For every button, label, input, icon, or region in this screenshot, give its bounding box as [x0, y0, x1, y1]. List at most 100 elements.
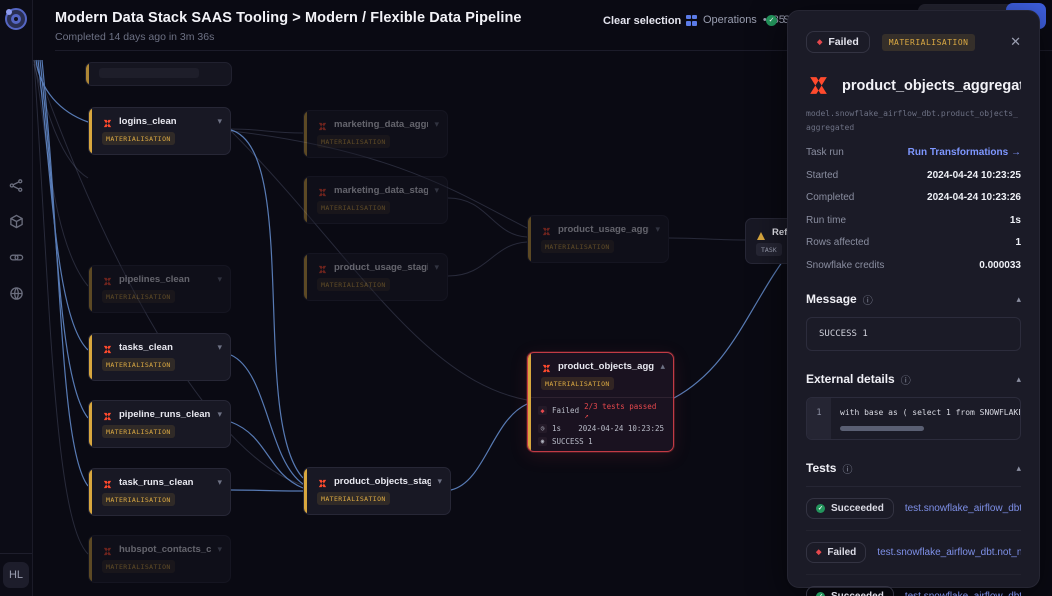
dbt-icon: [102, 116, 113, 128]
dbt-icon: [317, 185, 328, 197]
test-row: ✓ Succeeded test.snowflake_airflow_dbt.u…: [806, 487, 1021, 531]
task-badge: TASK: [756, 243, 782, 256]
dbt-icon: [541, 224, 552, 236]
test-name-link[interactable]: test.snowflake_airflow_dbt.not_null_pr: [905, 591, 1021, 596]
chevron-up-icon[interactable]: ▴: [660, 361, 665, 371]
test-status-pill-succeeded: ✓ Succeeded: [806, 497, 894, 519]
kv-label-task-run: Task run: [806, 147, 844, 159]
node-tasks-clean[interactable]: tasks_clean ▾ MATERIALISATION: [88, 333, 231, 381]
message-content: SUCCESS 1: [806, 316, 1021, 351]
chevron-down-icon[interactable]: ▾: [217, 274, 222, 284]
chevron-down-icon[interactable]: ▾: [217, 409, 222, 419]
info-icon: ⓘ: [862, 295, 873, 307]
node-hubspot-contacts-clean[interactable]: hubspot_contacts_clean ▾ MATERIALISATION: [88, 535, 231, 583]
materialisation-badge: MATERIALISATION: [102, 425, 175, 438]
chevron-down-icon[interactable]: ▾: [217, 477, 222, 487]
page-header: Modern Data Stack SAAS Tooling > Modern …: [33, 0, 1052, 51]
tests-section-title: Tests: [806, 461, 837, 476]
app-logo-icon[interactable]: [5, 8, 27, 30]
node-marketing-data-staging[interactable]: marketing_data_staging ▾ MATERIALISATION: [303, 176, 448, 224]
details-panel: ◆ Failed MATERIALISATION ✕ product_objec…: [787, 10, 1040, 596]
materialisation-badge: MATERIALISATION: [317, 278, 390, 291]
collapse-caret-icon[interactable]: ▴: [1016, 373, 1021, 384]
user-avatar[interactable]: HL: [3, 562, 29, 588]
node-status-text: Failed: [552, 406, 580, 415]
breadcrumb: Modern Data Stack SAAS Tooling > Modern …: [55, 10, 522, 26]
chevron-down-icon[interactable]: ▾: [437, 476, 442, 486]
node-product-usage-aggregated[interactable]: product_usage_aggregated ▾ MATERIALISATI…: [527, 215, 669, 263]
close-icon[interactable]: ✕: [1010, 34, 1021, 49]
chevron-down-icon[interactable]: ▾: [434, 185, 439, 195]
chevron-down-icon[interactable]: ▾: [434, 119, 439, 129]
dbt-icon: [317, 262, 328, 274]
link-icon[interactable]: [9, 250, 24, 265]
collapse-caret-icon[interactable]: ▴: [1016, 293, 1021, 304]
node-product-objects-staging[interactable]: product_objects_staging ▾ MATERIALISATIO…: [303, 467, 451, 515]
code-line-content: with base as ( select 1 from SNOWFLAKE: [840, 407, 1020, 417]
failed-diamond-icon: ◆: [538, 406, 547, 415]
node-pipeline-runs-clean[interactable]: pipeline_runs_clean ▾ MATERIALISATION: [88, 400, 231, 448]
task-run-link[interactable]: Run Transformations →: [907, 147, 1021, 159]
external-details-section-title: External details: [806, 372, 895, 387]
info-icon: ⓘ: [900, 375, 911, 387]
node-runtime: 1s: [552, 423, 562, 433]
dbt-icon: [541, 361, 552, 373]
cube-icon[interactable]: [9, 214, 24, 229]
header-divider: [55, 50, 1052, 51]
message-section-title: Message: [806, 292, 857, 307]
node-divider: [528, 396, 673, 398]
node-task-runs-clean[interactable]: task_runs_clean ▾ MATERIALISATION: [88, 468, 231, 516]
node-label: task_runs_clean: [119, 477, 194, 488]
chevron-down-icon[interactable]: ▾: [434, 262, 439, 272]
node-partial-top[interactable]: [85, 62, 232, 86]
dbt-icon: [102, 544, 113, 556]
horizontal-scrollbar[interactable]: [840, 425, 924, 431]
message-circle-icon: ◉: [538, 436, 547, 446]
test-name-link[interactable]: test.snowflake_airflow_dbt.unique_pro: [904, 502, 1021, 514]
node-product-objects-aggregated-selected[interactable]: product_objects_aggregated ▴ MATERIALISA…: [527, 352, 674, 452]
pipeline-graph-icon[interactable]: [9, 178, 24, 193]
chevron-down-icon[interactable]: ▾: [217, 544, 222, 554]
task-logo-icon: [756, 228, 766, 240]
tests-summary-link[interactable]: 2/3 tests passed ↗: [584, 401, 657, 420]
sidebar: HL: [0, 0, 33, 596]
test-status-label: Succeeded: [831, 502, 884, 514]
kv-label-started: Started: [806, 169, 839, 181]
node-pipelines-clean[interactable]: pipelines_clean ▾ MATERIALISATION: [88, 265, 231, 313]
dbt-icon: [317, 119, 328, 131]
collapse-caret-icon[interactable]: ▴: [1016, 462, 1021, 473]
chevron-down-icon[interactable]: ▾: [655, 224, 660, 234]
panel-title: product_objects_aggregated: [842, 77, 1021, 94]
chevron-down-icon[interactable]: ▾: [217, 342, 222, 352]
model-path: model.snowflake_airflow_dbt.product_obje…: [806, 109, 1018, 133]
failed-diamond-icon: ◆: [816, 549, 822, 557]
node-logins-clean[interactable]: logins_clean ▾ MATERIALISATION: [88, 107, 231, 155]
node-label: pipelines_clean: [119, 274, 190, 285]
success-check-icon: ✓: [766, 14, 777, 26]
chevron-down-icon[interactable]: ▾: [217, 116, 222, 126]
node-label: logins_clean: [119, 116, 177, 127]
kv-value-rows-affected: 1: [1015, 237, 1021, 249]
status-pill-label: Failed: [828, 36, 859, 48]
dbt-icon: [317, 476, 328, 488]
node-label: product_objects_aggregated: [558, 361, 655, 372]
materialisation-badge: MATERIALISATION: [102, 493, 175, 506]
test-name-link[interactable]: test.snowflake_airflow_dbt.not_null_pr: [877, 546, 1021, 558]
node-message: SUCCESS 1: [552, 436, 593, 446]
test-status-label: Failed: [827, 546, 857, 558]
failed-diamond-icon: ◆: [817, 39, 823, 46]
materialisation-badge: MATERIALISATION: [881, 33, 976, 51]
node-marketing-data-aggregated[interactable]: marketing_data_aggregated ▾ MATERIALISAT…: [303, 110, 448, 158]
kv-value-run-time: 1s: [1009, 214, 1021, 226]
node-label: marketing_data_aggregated: [334, 119, 428, 130]
clear-selection-button[interactable]: Clear selection: [603, 15, 682, 27]
node-product-usage-staging[interactable]: product_usage_staging ▾ MATERIALISATION: [303, 253, 448, 301]
kv-label-snowflake-credits: Snowflake credits: [806, 259, 885, 271]
dbt-icon: [102, 342, 113, 354]
test-status-label: Succeeded: [831, 591, 884, 596]
materialisation-badge: MATERIALISATION: [102, 132, 175, 145]
globe-icon[interactable]: [9, 286, 24, 301]
kv-value-started: 2024-04-24 10:23:25: [927, 169, 1021, 181]
kv-label-rows-affected: Rows affected: [806, 237, 870, 249]
node-label: hubspot_contacts_clean: [119, 544, 212, 555]
